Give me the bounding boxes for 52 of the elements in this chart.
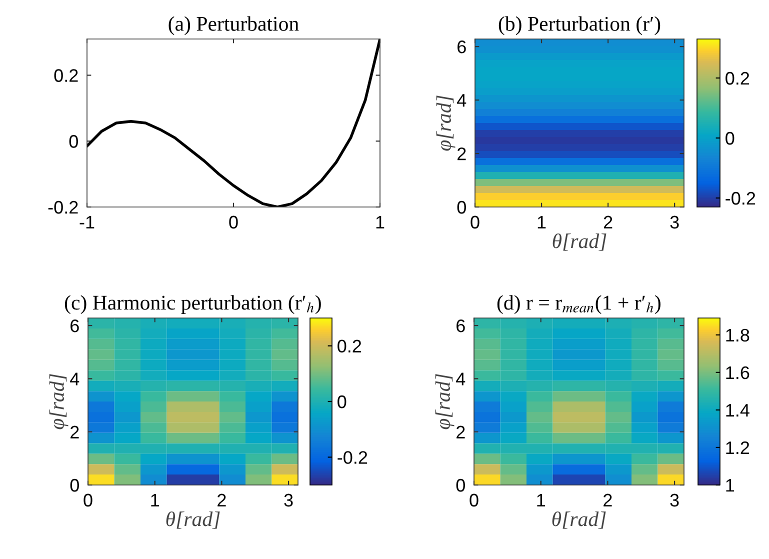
y-axis-title: φ[rad]: [49, 374, 68, 430]
color-bar-label: 1.6: [726, 366, 750, 380]
x-axis-title: θ[rad]: [552, 511, 606, 529]
color-bar-label: 1: [726, 479, 734, 492]
x-tick-label: 2: [604, 494, 612, 506]
x-tick-label: 3: [284, 494, 293, 507]
x-tick-label: 0: [470, 216, 480, 229]
y-tick-label: 2: [70, 426, 79, 438]
y-tick-label: -0.2: [48, 200, 78, 214]
chart-title: (a) Perturbation: [168, 16, 299, 36]
y-tick-label: 2: [456, 426, 465, 438]
y-axis-title: φ[rad]: [435, 374, 454, 430]
y-tick-label: 0.2: [54, 69, 78, 82]
color-bar-label: 1.4: [726, 404, 750, 416]
x-tick-label: 1: [151, 494, 159, 506]
color-bar-label: 1.8: [726, 328, 750, 342]
x-tick-label: 3: [670, 494, 679, 507]
y-axis-title: φ[rad]: [436, 96, 456, 151]
color-bar-label: 0.2: [726, 72, 750, 85]
y-tick-label: 4: [456, 372, 466, 386]
x-tick-label: 2: [604, 216, 612, 228]
line-series: [87, 39, 380, 207]
x-tick-label: 0: [84, 494, 92, 507]
color-bar-label: -0.2: [726, 192, 756, 205]
color-bar-label: 1.2: [726, 441, 750, 454]
x-tick-label: 1: [537, 494, 545, 506]
y-tick-label: 6: [458, 40, 466, 54]
y-tick-label: 0: [70, 478, 79, 492]
x-tick-label: -1: [80, 216, 94, 228]
chart-title: (c) Harmonic perturbation (r′$_{h}$): [64, 295, 321, 314]
x-axis-title: θ[rad]: [166, 511, 220, 529]
color-bar-label: -0.2: [338, 451, 368, 464]
chart-title: (d) r = r$_{mean}$(1 + r′$_{h}$): [497, 295, 660, 314]
y-tick-label: 6: [70, 319, 79, 332]
color-bar-label: 0: [726, 132, 734, 145]
x-tick-label: 0: [470, 494, 478, 507]
y-tick-label: 6: [456, 319, 465, 332]
y-tick-label: 0: [457, 200, 466, 214]
x-axis-title: θ[rad]: [552, 233, 606, 251]
color-bar-label: 0.2: [338, 340, 362, 353]
y-tick-label: 4: [70, 372, 80, 386]
x-tick-label: 2: [218, 494, 226, 506]
chart-title: (b) Perturbation (r′): [498, 16, 660, 36]
y-tick-label: 2: [458, 147, 466, 160]
y-tick-label: 0: [456, 478, 465, 492]
x-tick-label: 3: [670, 216, 679, 229]
y-tick-label: 0: [69, 135, 78, 148]
x-tick-label: 1: [538, 216, 546, 228]
color-bar-label: 0: [338, 395, 346, 408]
y-tick-label: 4: [457, 94, 466, 107]
x-tick-label: 1: [376, 216, 384, 228]
x-tick-label: 0: [229, 216, 238, 229]
